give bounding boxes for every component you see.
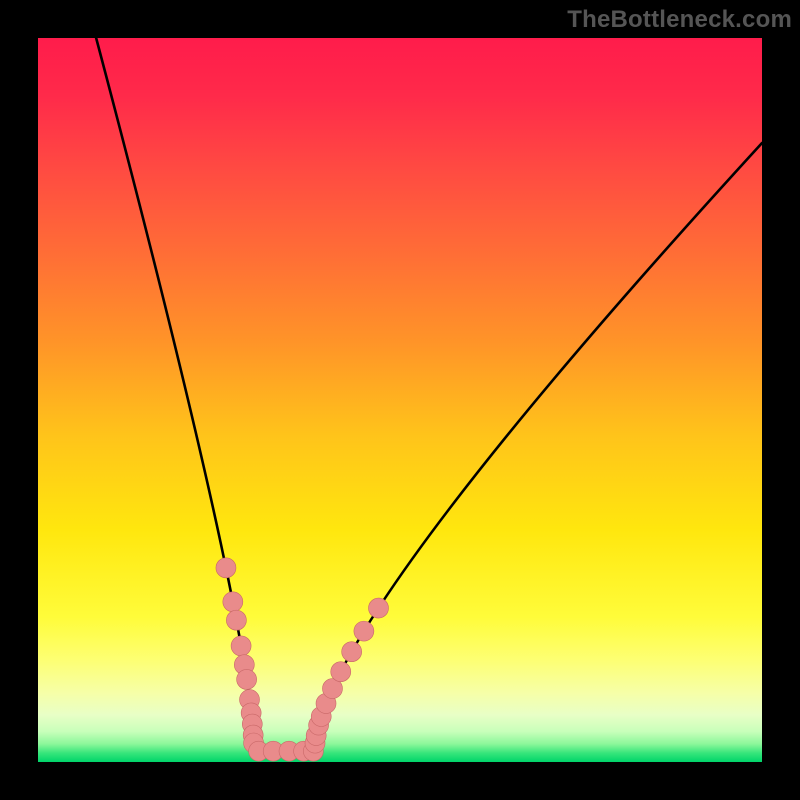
marker-dot bbox=[216, 558, 236, 578]
curve-layer bbox=[38, 38, 762, 762]
marker-dot bbox=[354, 621, 374, 641]
marker-dot bbox=[231, 636, 251, 656]
chart-stage: TheBottleneck.com bbox=[0, 0, 800, 800]
bottleneck-curve bbox=[92, 24, 762, 752]
marker-dot bbox=[226, 610, 246, 630]
plot-area bbox=[38, 38, 762, 762]
marker-dot bbox=[369, 598, 389, 618]
marker-dot bbox=[223, 592, 243, 612]
marker-group bbox=[216, 558, 389, 761]
marker-dot bbox=[237, 669, 257, 689]
marker-dot bbox=[342, 642, 362, 662]
marker-dot bbox=[331, 662, 351, 682]
watermark-text: TheBottleneck.com bbox=[567, 6, 792, 34]
